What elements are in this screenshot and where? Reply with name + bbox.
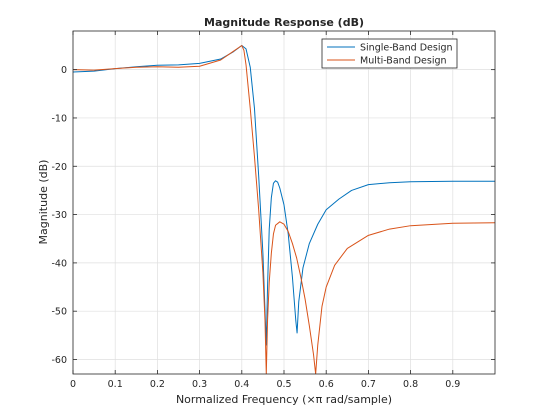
x-tick-label: 0.7 (361, 379, 376, 390)
x-tick-label: 0.9 (445, 379, 460, 390)
legend-label-single-band: Single-Band Design (360, 43, 453, 54)
data-series (73, 44, 495, 374)
y-tick-label: -40 (51, 258, 67, 269)
x-tick-label: 0.3 (192, 379, 207, 390)
y-tick-label: -50 (51, 307, 67, 318)
x-tick-label: 0.1 (108, 379, 123, 390)
chart-title: Magnitude Response (dB) (204, 16, 364, 29)
legend-box (321, 38, 458, 69)
x-tick-label: 0 (70, 379, 76, 390)
axis-ticks: 0 0.1 0.2 0.3 0.4 0.5 0.6 0.7 0.8 0.9 0 -10 -20 -30 -4… (51, 31, 495, 390)
y-tick-label: -10 (51, 113, 67, 124)
x-tick-label: 0.6 (319, 379, 334, 390)
x-tick-label: 0.5 (276, 379, 291, 390)
x-tick-label: 0.2 (150, 379, 165, 390)
series-line-multi-band (73, 44, 495, 374)
legend: Single-Band Design Multi-Band Design (321, 38, 458, 69)
y-tick-label: -30 (51, 210, 67, 221)
grid-lines (72, 31, 495, 374)
x-tick-label: 0.4 (234, 379, 249, 390)
y-axis-label: Magnitude (dB) (37, 160, 50, 245)
series-line-single-band (73, 44, 495, 346)
y-tick-label: -20 (51, 162, 67, 173)
y-tick-label: -60 (51, 355, 67, 366)
x-tick-label: 0.8 (403, 379, 418, 390)
legend-label-multi-band: Multi-Band Design (360, 56, 447, 67)
y-tick-label: 0 (61, 65, 67, 76)
x-axis-label: Normalized Frequency (×π rad/sample) (176, 393, 392, 406)
